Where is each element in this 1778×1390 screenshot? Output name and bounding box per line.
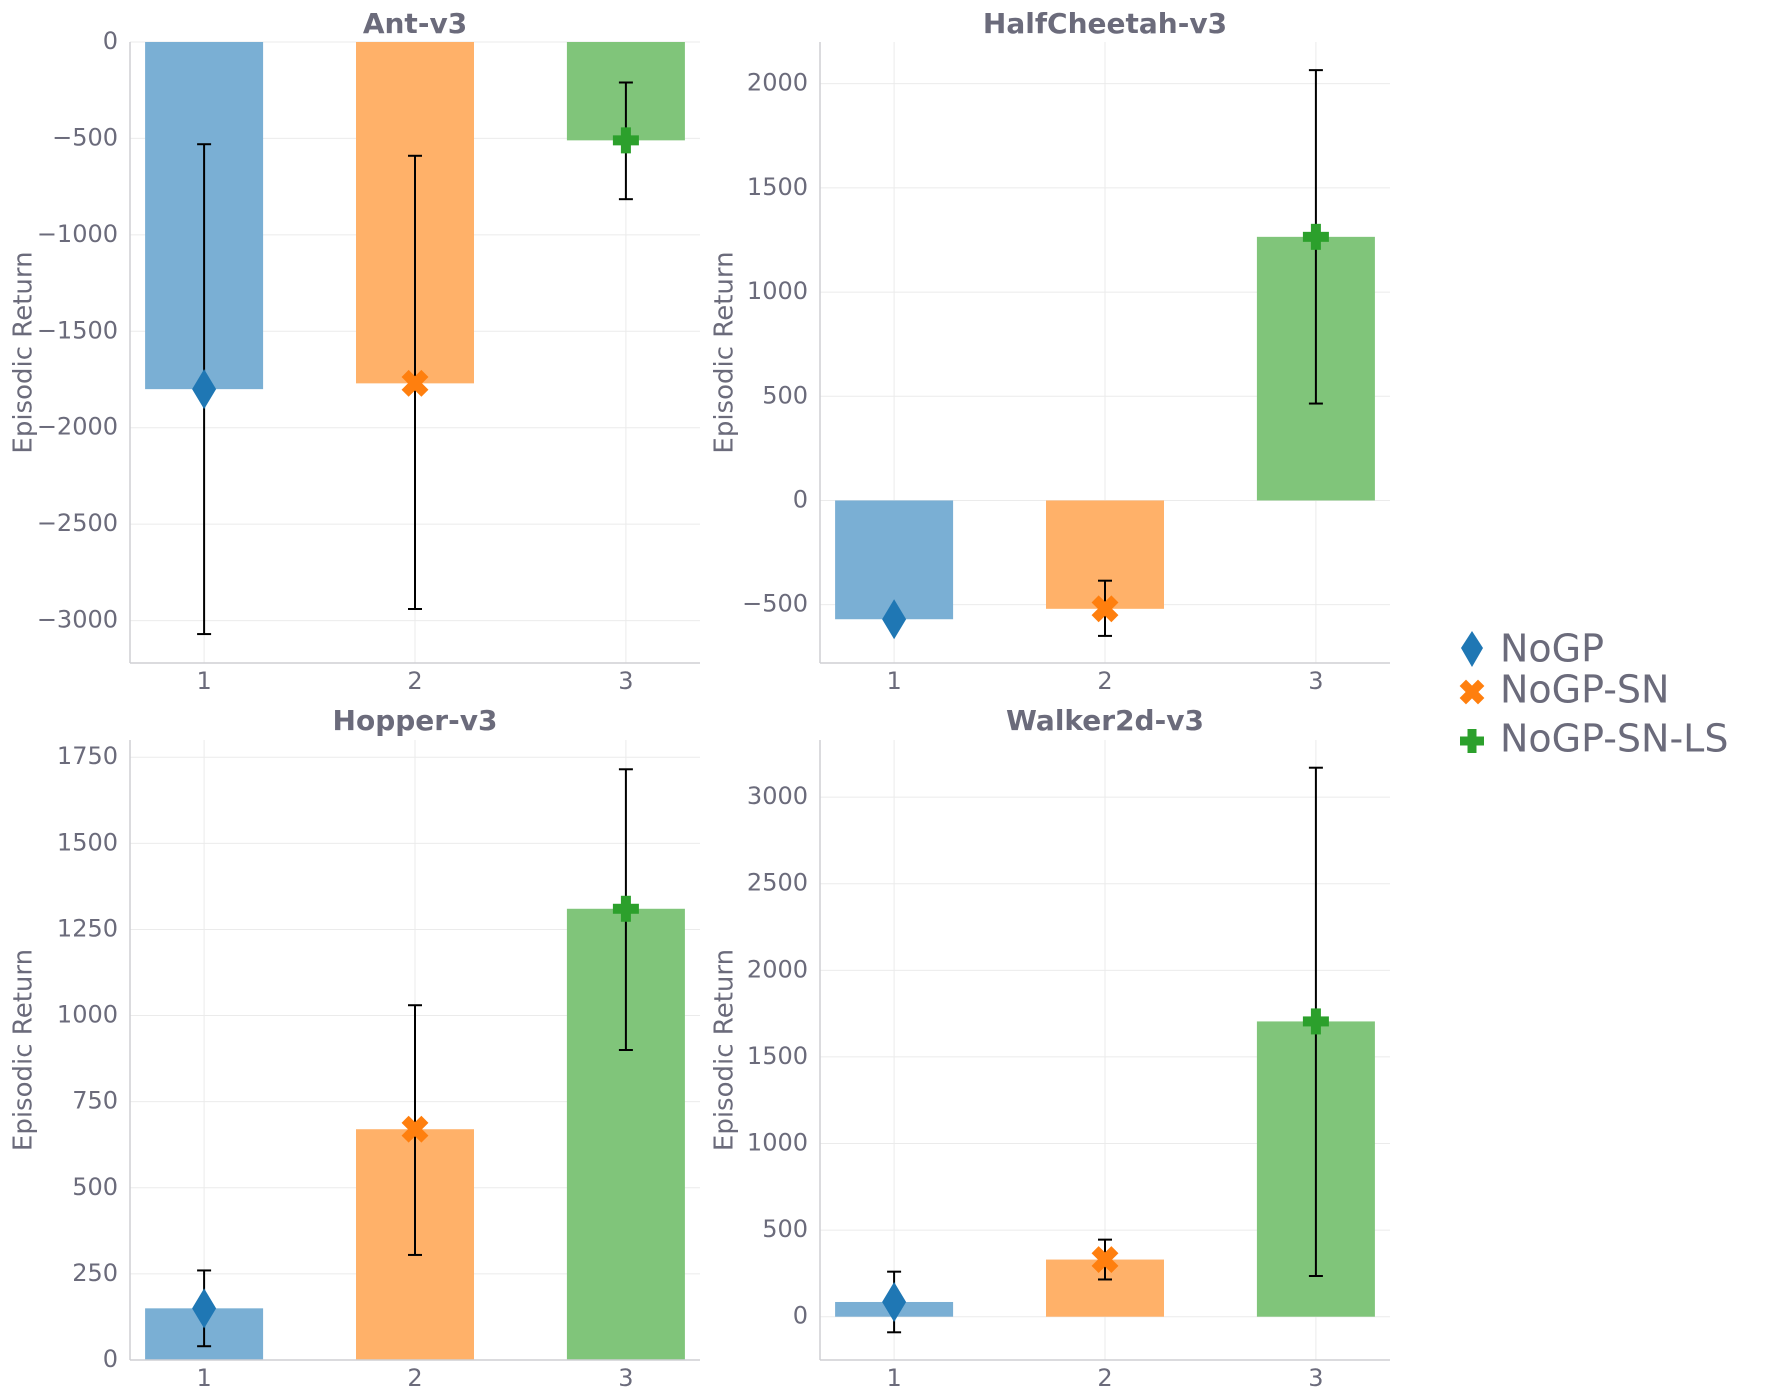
x-tick-label: 2: [1097, 1364, 1112, 1390]
legend-label-nogp: NoGP: [1500, 627, 1604, 671]
y-tick-label: 1000: [747, 277, 808, 305]
subplot-title: HalfCheetah-v3: [983, 7, 1227, 40]
y-tick-label: 1000: [747, 1129, 808, 1157]
subplot-ant: 0 −500 −1000 −1500 −2000 −2500 −3000 1 2 3 Ant-v3 E…: [9, 7, 700, 695]
y-tick-label: 3000: [747, 782, 808, 810]
mean-marker-diamond: [882, 599, 907, 640]
x-tick-label: 2: [407, 1364, 422, 1390]
x-tick-label: 1: [196, 667, 211, 695]
x-tick-label: 1: [886, 1364, 901, 1390]
y-tick-label: 1500: [57, 828, 118, 856]
y-tick-label: 500: [762, 381, 808, 409]
legend-item-nogp-sn: NoGP-SN: [1459, 668, 1669, 712]
y-tick-label: −1500: [37, 316, 118, 344]
mean-marker-diamond: [192, 1288, 217, 1329]
x-icon: [1459, 679, 1485, 705]
y-tick-label: 2000: [747, 955, 808, 983]
y-tick-label: 1250: [57, 914, 118, 942]
mean-marker-x: [401, 369, 429, 397]
legend-label-nogp-sn: NoGP-SN: [1500, 668, 1669, 712]
mean-marker-plus: [1302, 1008, 1329, 1035]
mean-marker-x: [1091, 595, 1119, 623]
mean-marker-diamond: [192, 369, 217, 410]
plus-icon: [1460, 729, 1484, 753]
x-tick-label: 3: [618, 1364, 633, 1390]
y-axis-label: Episodic Return: [710, 251, 740, 453]
y-tick-label: 0: [793, 1302, 808, 1330]
diamond-icon: [1461, 631, 1483, 667]
y-tick-label: 750: [72, 1087, 118, 1115]
y-tick-label: 0: [103, 27, 118, 55]
x-tick-label: 3: [618, 667, 633, 695]
y-tick-label: 0: [103, 1345, 118, 1373]
y-tick-label: 1750: [57, 742, 118, 770]
y-tick-label: 1000: [57, 1001, 118, 1029]
y-tick-label: −2000: [37, 413, 118, 441]
y-tick-label: 500: [72, 1173, 118, 1201]
y-tick-label: −3000: [37, 606, 118, 634]
subplot-halfcheetah: 2000 1500 1000 500 0 −500 1 2 3 HalfCheetah-v3 Epi…: [710, 7, 1390, 695]
mean-marker-plus: [612, 895, 639, 922]
legend-label-nogp-sn-ls: NoGP-SN-LS: [1500, 717, 1728, 761]
y-tick-label: 1500: [747, 173, 808, 201]
y-tick-label: −500: [742, 590, 808, 618]
y-tick-label: 0: [793, 485, 808, 513]
mean-marker-diamond: [882, 1281, 907, 1322]
y-tick-label: −2500: [37, 509, 118, 537]
subplot-walker2d: 3000 2500 2000 1500 1000 500 0 1 2 3 Walker2d-v3 Ep…: [710, 704, 1390, 1390]
subplot-title: Walker2d-v3: [1006, 704, 1204, 737]
x-tick-label: 3: [1308, 1364, 1323, 1390]
y-axis-label: Episodic Return: [9, 251, 39, 453]
x-tick-label: 2: [1097, 667, 1112, 695]
y-tick-label: 2000: [747, 69, 808, 97]
legend: NoGP NoGP-SN NoGP-SN-LS: [1459, 627, 1728, 761]
x-tick-label: 2: [407, 667, 422, 695]
y-tick-label: 500: [762, 1215, 808, 1243]
legend-item-nogp-sn-ls: NoGP-SN-LS: [1460, 717, 1728, 761]
mean-marker-x: [401, 1115, 429, 1143]
subplot-hopper: 1750 1500 1250 1000 750 500 250 0 1 2 3 Hopper-v3 Ep…: [9, 704, 700, 1390]
subplot-title: Hopper-v3: [333, 704, 498, 737]
y-tick-label: 250: [72, 1259, 118, 1287]
legend-item-nogp: NoGP: [1461, 627, 1604, 671]
subplot-title: Ant-v3: [363, 7, 467, 40]
y-tick-label: −500: [52, 123, 118, 151]
mean-marker-x: [1091, 1246, 1119, 1273]
y-tick-label: 2500: [747, 869, 808, 897]
x-tick-label: 3: [1308, 667, 1323, 695]
mean-marker-plus: [612, 127, 639, 154]
x-tick-label: 1: [886, 667, 901, 695]
y-axis-label: Episodic Return: [710, 949, 740, 1151]
y-tick-label: −1000: [37, 220, 118, 248]
y-tick-label: 1500: [747, 1042, 808, 1070]
x-tick-label: 1: [196, 1364, 211, 1390]
y-axis-label: Episodic Return: [9, 949, 39, 1151]
mean-marker-plus: [1302, 223, 1329, 250]
